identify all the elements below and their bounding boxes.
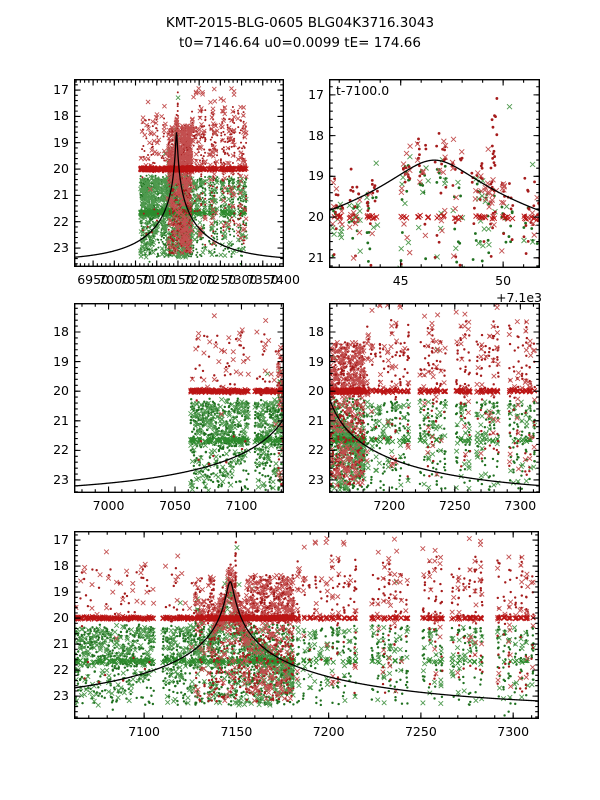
x-tick-label: 7000 — [98, 272, 131, 287]
y-tick-label: 21 — [53, 412, 69, 428]
y-tick-label: 21 — [53, 636, 69, 652]
y-tick-label: 22 — [53, 662, 69, 678]
panel-mid-left: 7000 7050 7100 18 19 20 21 22 23 — [53, 303, 284, 513]
panel-top-left: 6950 7000 7050 7100 7150 7200 7250 7300 7350 7400… — [53, 79, 300, 287]
panel-mid-left-canvas — [74, 303, 284, 493]
y-tick-label: 21 — [308, 412, 324, 428]
panel-mid-right: 7200 7250 7300 18 19 20 21 22 23 — [308, 303, 540, 513]
y-tick-label: 20 — [53, 161, 69, 177]
panel-mid-right-canvas — [329, 303, 540, 493]
y-tick-label: 19 — [308, 168, 324, 184]
x-tick-label: 7150 — [220, 724, 253, 739]
y-tick-label: 23 — [53, 688, 69, 704]
y-tick-label: 20 — [308, 209, 324, 225]
x-tick-label: 7050 — [119, 272, 152, 287]
y-tick-label: 17 — [53, 82, 69, 98]
x-tick-label: 7200 — [373, 498, 406, 513]
panel-bottom-canvas — [74, 531, 539, 719]
x-tick-label: 6950 — [77, 272, 109, 287]
x-tick-label: 45 — [392, 273, 409, 288]
x-tick-label: 7250 — [404, 724, 437, 739]
y-tick-label: 19 — [53, 353, 69, 369]
panel-top-right: t-7100.0 +7.1e3 45 50 17 18 19 20 21 — [308, 79, 542, 305]
axis-offset-text: +7.1e3 — [496, 290, 542, 305]
y-tick-label: 18 — [308, 324, 324, 339]
x-tick-label: 7300 — [504, 498, 537, 513]
y-tick-label: 23 — [53, 471, 69, 487]
figure-subtitle: t0=7146.64 u0=0.0099 tE= 174.66 — [179, 35, 421, 51]
y-tick-label: 17 — [53, 532, 69, 548]
x-tick-label: 7250 — [438, 498, 471, 513]
x-tick-label: 50 — [495, 273, 512, 288]
axis-annotation: t-7100.0 — [336, 83, 390, 98]
panel-top-right-canvas — [329, 79, 540, 268]
panel-top-left-canvas — [74, 79, 284, 267]
y-tick-label: 19 — [53, 134, 69, 150]
y-tick-label: 21 — [53, 187, 69, 203]
x-tick-label: 7000 — [92, 498, 125, 513]
x-tick-label: 7100 — [128, 724, 161, 739]
y-tick-label: 21 — [308, 249, 324, 265]
x-tick-label: 7200 — [183, 272, 216, 287]
y-tick-label: 22 — [53, 442, 69, 458]
x-tick-label: 7400 — [268, 272, 300, 287]
y-tick-label: 22 — [308, 442, 324, 458]
x-tick-label: 7250 — [204, 272, 237, 287]
y-tick-label: 19 — [53, 584, 69, 600]
x-tick-label: 7300 — [497, 724, 530, 739]
x-tick-label: 7200 — [312, 724, 345, 739]
y-tick-label: 18 — [53, 324, 69, 339]
y-tick-label: 17 — [308, 86, 324, 102]
y-tick-label: 22 — [53, 213, 69, 229]
x-tick-label: 7350 — [246, 272, 279, 287]
y-tick-label: 18 — [53, 108, 69, 124]
y-tick-label: 20 — [308, 383, 324, 399]
y-tick-label: 19 — [308, 353, 324, 369]
figure-title: KMT-2015-BLG-0605 BLG04K3716.3043 — [165, 15, 435, 31]
x-tick-label: 7150 — [162, 272, 194, 287]
x-tick-label: 7300 — [225, 272, 258, 287]
y-tick-label: 20 — [53, 383, 69, 399]
panel-bottom: 7100 7150 7200 7250 7300 17 18 19 20 21 22 23 — [53, 531, 539, 739]
x-tick-label: 7100 — [140, 272, 173, 287]
y-tick-label: 23 — [308, 471, 324, 487]
x-tick-label: 7050 — [159, 498, 191, 513]
y-tick-label: 23 — [53, 240, 69, 256]
y-tick-label: 18 — [308, 127, 324, 143]
y-tick-label: 20 — [53, 610, 69, 626]
x-tick-label: 7100 — [225, 498, 258, 513]
y-tick-label: 18 — [53, 558, 69, 574]
